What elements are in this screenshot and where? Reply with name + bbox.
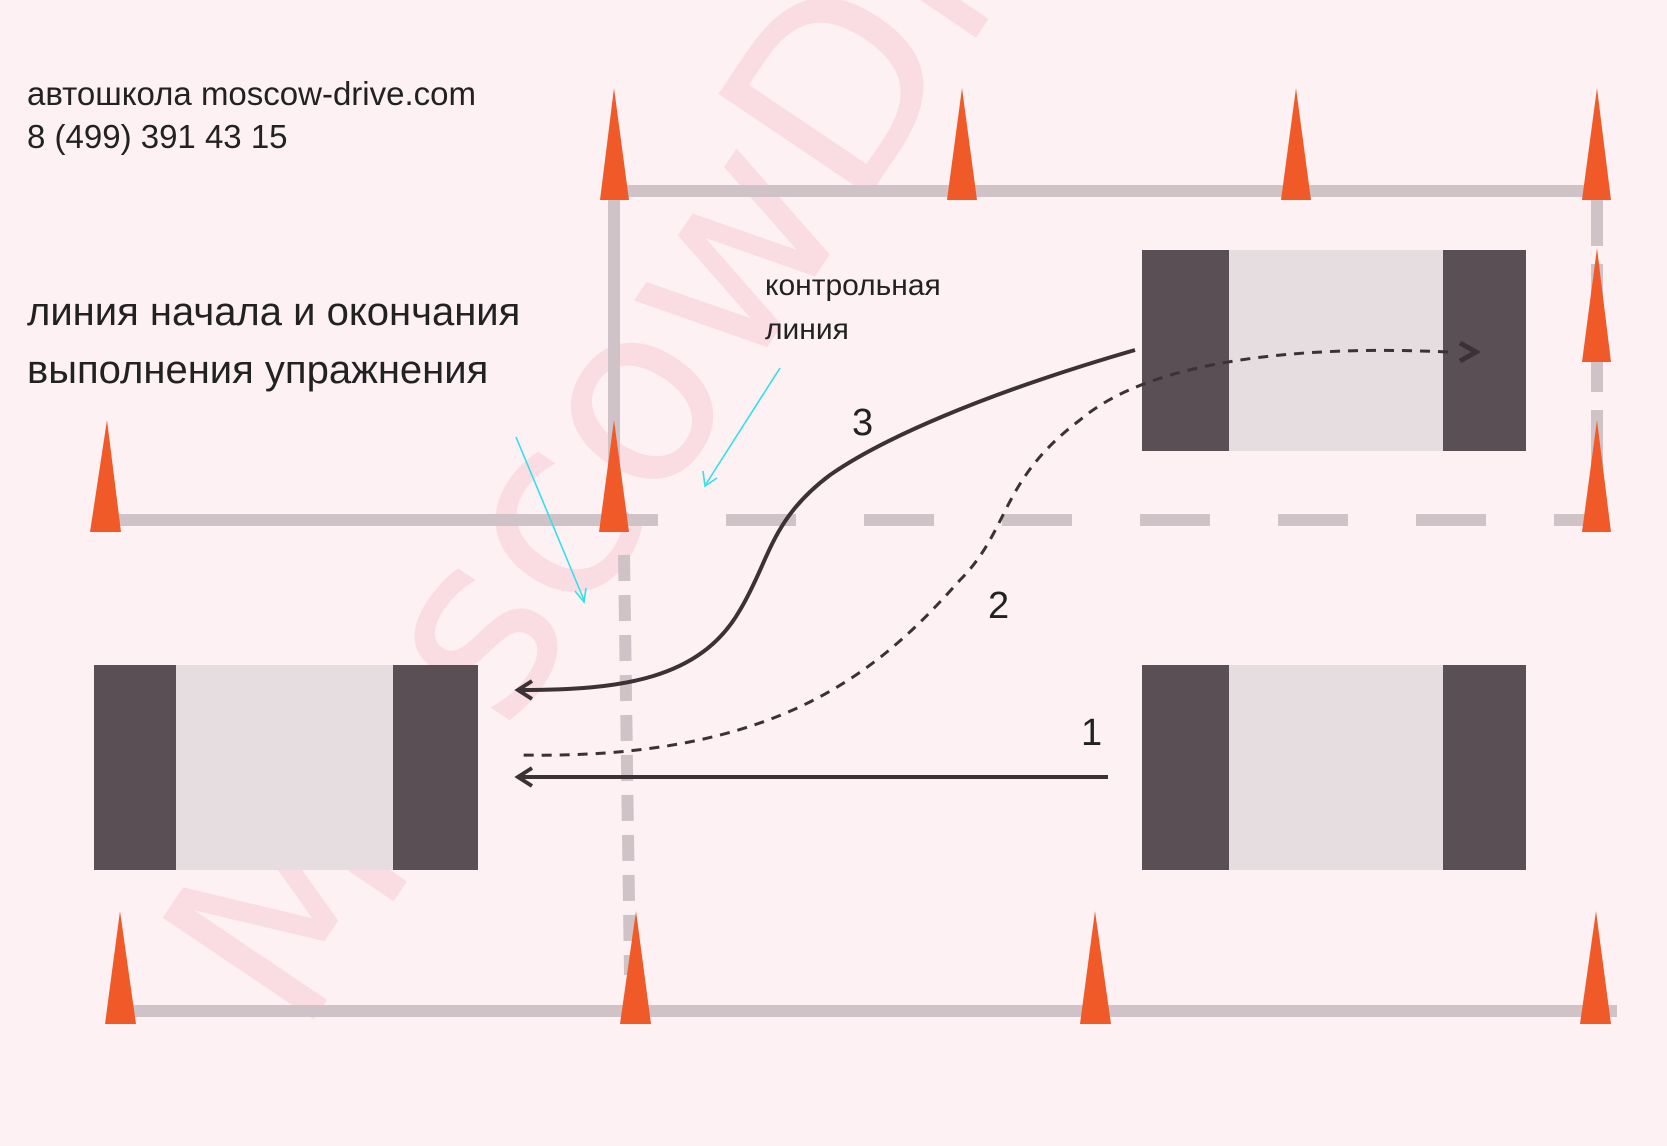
cone (90, 420, 121, 532)
car-top-right (1142, 250, 1526, 451)
cones (90, 88, 1611, 1024)
start-line-label-1: линия начала и окончания (27, 290, 520, 334)
car-left (94, 665, 478, 870)
start-line-label-2: выполнения упражнения (27, 348, 488, 392)
cone (620, 911, 651, 1024)
path-3-arrowhead (514, 679, 534, 701)
cone (947, 88, 977, 200)
cone (1582, 420, 1611, 532)
car-bottom-right (1142, 665, 1526, 870)
path-1-label: 1 (1081, 712, 1102, 754)
header-line-2: 8 (499) 391 43 15 (27, 118, 288, 155)
header-line-1: автошкола moscow-drive.com (27, 75, 476, 112)
path-2-arrowhead (1458, 340, 1482, 364)
paths (514, 340, 1482, 788)
pointers (515, 367, 781, 604)
pointer-control-line-arrowhead (702, 470, 718, 488)
cone (600, 88, 629, 200)
track-lines (95, 185, 1617, 1017)
cone (1582, 88, 1611, 200)
path-3 (519, 348, 1136, 692)
path-2-label: 2 (988, 585, 1009, 627)
pointer-start-line (515, 436, 585, 601)
pointer-start-line-arrowhead (574, 587, 587, 604)
cone (1580, 911, 1611, 1024)
cone (1582, 248, 1611, 362)
path-1-arrowhead (514, 766, 534, 788)
watermark: MoscowDrive (108, 0, 1278, 1073)
path-2 (519, 348, 1449, 757)
cone (599, 420, 629, 532)
control-line-label-1: контрольная (765, 269, 941, 302)
start-finish-line (618, 554, 636, 976)
control-line-label-2: линия (765, 313, 849, 346)
cone (105, 911, 136, 1024)
path-3-label: 3 (852, 402, 873, 444)
cone (1281, 88, 1311, 200)
pointer-control-line (705, 367, 781, 485)
cone (1080, 911, 1111, 1024)
